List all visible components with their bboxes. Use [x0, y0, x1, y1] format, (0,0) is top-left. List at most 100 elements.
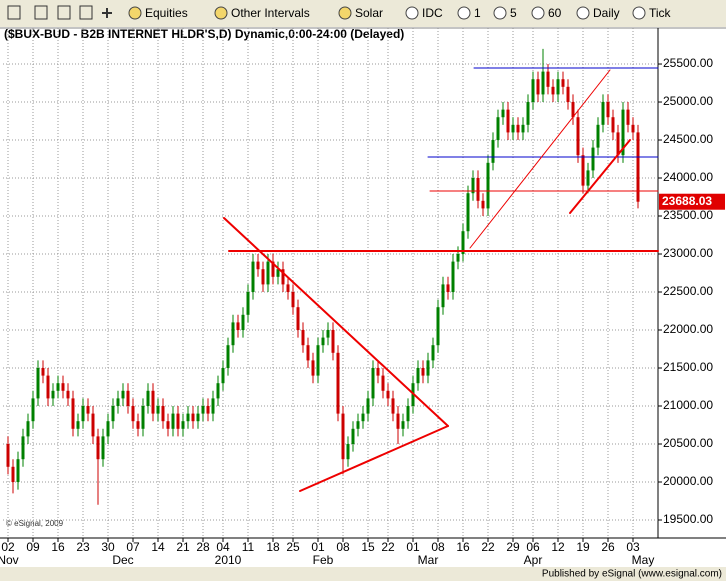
status-bar — [0, 567, 726, 581]
x-tick-label: 30 — [101, 540, 115, 554]
candle-body — [296, 307, 300, 331]
candle-body — [561, 79, 565, 87]
candle-body — [136, 421, 140, 429]
candle-body — [436, 307, 440, 346]
candle-body — [291, 292, 295, 308]
candle-body — [481, 200, 485, 209]
candle-body — [356, 421, 360, 429]
toolbar-button[interactable]: 60 — [548, 6, 562, 20]
candle-body — [111, 405, 115, 422]
month-label: Dec — [112, 553, 133, 567]
candle-body — [531, 79, 535, 103]
candle-body — [381, 375, 385, 391]
candle-body — [171, 413, 175, 429]
chart-title: ($BUX-BUD - B2B INTERNET HLDR'S,D) Dynam… — [4, 27, 404, 41]
candle-body — [461, 231, 465, 255]
candle-body — [131, 405, 135, 422]
candle-body — [571, 102, 575, 118]
candle-body — [66, 390, 70, 399]
x-tick-label: 26 — [601, 540, 615, 554]
toolbar-button[interactable]: 1 — [474, 6, 481, 20]
candle-body — [501, 109, 505, 118]
candle-body — [196, 413, 200, 422]
candle-body — [596, 124, 600, 148]
toolbar-icon — [405, 6, 419, 20]
candle-body — [256, 261, 260, 270]
candle-body — [251, 261, 255, 293]
candle-body — [286, 284, 290, 293]
x-tick-label: 08 — [431, 540, 445, 554]
candle-body — [321, 337, 325, 346]
trendlines — [223, 67, 659, 492]
x-tick-label: 21 — [176, 540, 190, 554]
toolbar-icon — [531, 6, 545, 20]
candle-body — [206, 405, 210, 414]
x-tick-label: 07 — [126, 540, 140, 554]
candle-body — [201, 405, 205, 414]
candle-body — [101, 436, 105, 460]
candle-body — [441, 284, 445, 308]
candle-body — [261, 269, 265, 285]
x-tick-label: 25 — [286, 540, 300, 554]
candle-body — [506, 109, 510, 133]
candle-body — [581, 155, 585, 186]
candle-body — [451, 261, 455, 293]
candle-body — [276, 269, 280, 277]
grid — [3, 28, 658, 538]
toolbar-button[interactable]: Daily — [593, 6, 620, 20]
toolbar-button[interactable]: Other Intervals — [231, 6, 310, 20]
candle-body — [121, 390, 125, 399]
candle-body — [56, 383, 60, 391]
candle-body — [36, 368, 40, 399]
candle-body — [226, 345, 230, 368]
candle-body — [266, 261, 270, 285]
candle-body — [491, 140, 495, 163]
candle-body — [586, 170, 590, 186]
candle-body — [31, 398, 35, 422]
y-tick-label: 25000.00 — [663, 94, 713, 108]
toolbar-button[interactable]: 5 — [510, 6, 517, 20]
toolbar-icons — [7, 5, 112, 20]
candle-body — [61, 383, 65, 391]
toolbar-button[interactable]: Solar — [355, 6, 383, 20]
candle-body — [371, 368, 375, 399]
toolbar-icon — [338, 6, 352, 20]
candle-body — [21, 436, 25, 460]
toolbar-icon — [457, 6, 471, 20]
candle-body — [346, 443, 350, 460]
candle-body — [536, 79, 540, 95]
candle-body — [186, 413, 190, 422]
x-tick-label: 14 — [151, 540, 165, 554]
candle-body — [76, 421, 80, 429]
candle-body — [116, 398, 120, 406]
candles — [6, 48, 640, 505]
candle-body — [361, 413, 365, 422]
candle-body — [611, 117, 615, 133]
candle-body — [526, 102, 530, 125]
y-tick-label: 20000.00 — [663, 474, 713, 488]
candle-body — [241, 314, 245, 331]
x-tick-label: 23 — [76, 540, 90, 554]
toolbar-button[interactable]: Equities — [145, 6, 188, 20]
toolbar-button[interactable]: Tick — [649, 6, 672, 20]
candle-body — [126, 390, 130, 406]
candle-body — [466, 193, 470, 232]
toolbar-button[interactable]: IDC — [422, 6, 443, 20]
candle-body — [511, 124, 515, 133]
candle-body — [566, 86, 570, 103]
candle-body — [311, 360, 315, 376]
x-tick-label: 15 — [361, 540, 375, 554]
candle-body — [216, 383, 220, 399]
x-tick-label: 04 — [216, 540, 230, 554]
x-tick-label: 16 — [456, 540, 470, 554]
candle-body — [431, 345, 435, 361]
x-tick-label: 18 — [266, 540, 280, 554]
y-tick-label: 19500.00 — [663, 512, 713, 526]
x-tick-label: 22 — [481, 540, 495, 554]
candle-body — [51, 390, 55, 399]
candle-body — [326, 330, 330, 338]
candle-body — [351, 428, 355, 444]
x-tick-label: 01 — [406, 540, 420, 554]
last-price-label: 23688.03 — [662, 194, 712, 208]
